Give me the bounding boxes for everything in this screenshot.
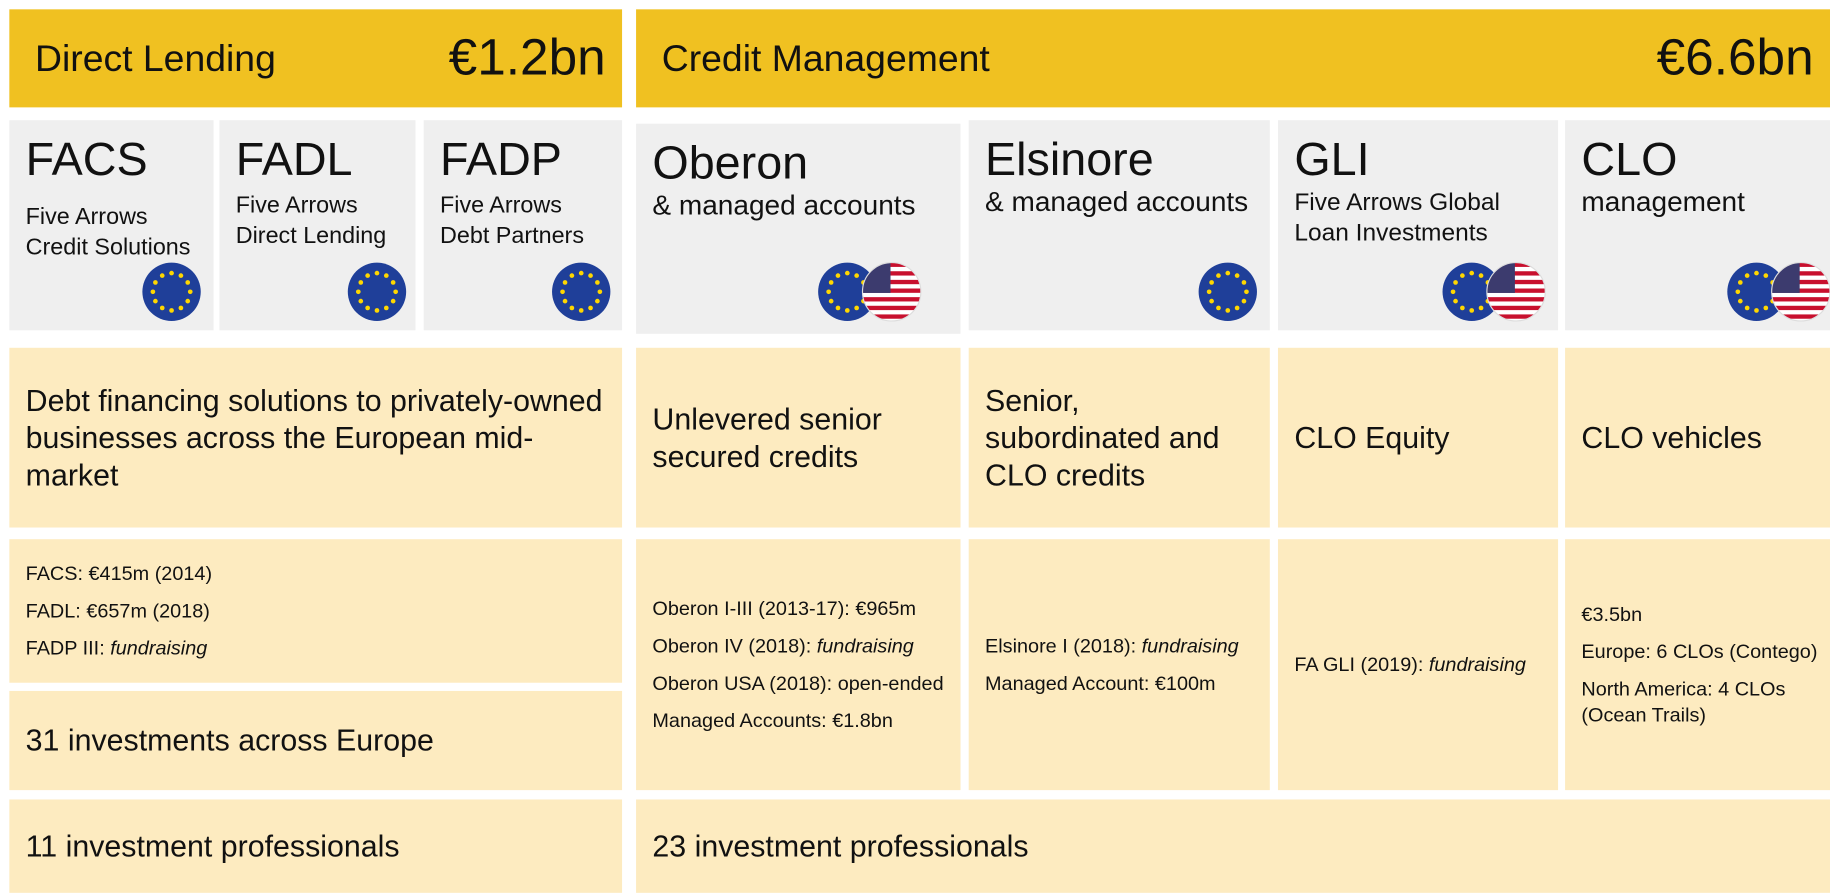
description-text: Debt financing solutions to privately-ow…	[25, 382, 603, 493]
section-header: Direct Lending €1.2bn	[9, 9, 623, 108]
section-title: Credit Management	[661, 36, 990, 79]
text: Oberon IV (2018):	[652, 634, 817, 657]
fund-card: FACS Five Arrows Credit Solutions	[9, 120, 214, 331]
description: Unlevered senior secured credits	[636, 347, 961, 528]
track-record-line: FADP III: fundraising	[26, 635, 606, 661]
name-line: Debt Partners	[439, 222, 585, 249]
fund-subtitle: management	[1581, 186, 1828, 221]
fund-code: CLO	[1581, 134, 1678, 186]
name-line: Five Arrows	[235, 192, 358, 219]
track-record-line: Managed Accounts: €1.8bn	[652, 708, 944, 734]
section-header: Credit Management €6.6bn	[636, 9, 1830, 108]
description: Senior, subordinated and CLO credits	[968, 347, 1270, 528]
track-record-line: €3.5bn	[1581, 602, 1828, 628]
fund-name: Five Arrows Debt Partners	[440, 190, 606, 251]
fund-name: Five Arrows Credit Solutions	[26, 202, 198, 263]
track-record-line: Managed Account: €100m	[985, 670, 1253, 696]
text: FADL: €657m (2018)	[25, 599, 210, 622]
subtitle-line: & managed accounts	[985, 186, 1249, 219]
description-text: Unlevered senior secured credits	[652, 401, 882, 474]
fund-code: FACS	[25, 134, 148, 186]
track-record-line: FACS: €415m (2014)	[26, 561, 606, 587]
emphasis: fundraising	[1428, 652, 1526, 676]
text: Managed Account: €100m	[985, 671, 1216, 694]
fund-code: Oberon	[652, 137, 809, 190]
text: €3.5bn	[1581, 602, 1643, 625]
description: CLO Equity	[1277, 347, 1559, 528]
flag-icon	[90, 259, 253, 324]
description-text: Senior, subordinated and CLO credits	[985, 382, 1220, 493]
text: Oberon USA (2018): open-ended	[652, 671, 944, 694]
fund-code: Elsinore	[985, 134, 1154, 186]
track-record-line: North America: 4 CLOs (Ocean Trails)	[1581, 676, 1828, 727]
name-line: Five Arrows	[439, 192, 562, 219]
investments-text: 31 investments across Europe	[25, 722, 434, 758]
emphasis: fundraising	[110, 636, 208, 659]
flag-icon	[1412, 259, 1575, 324]
subtitle-line: Five Arrows Global	[1294, 189, 1500, 216]
flag-icon	[788, 259, 951, 324]
track-record-line: Elsinore I (2018): fundraising	[985, 633, 1253, 659]
track-record: FA GLI (2019): fundraising	[1277, 539, 1559, 791]
track-record-line: Europe: 6 CLOs (Contego)	[1581, 639, 1828, 665]
professionals: 23 investment professionals	[636, 799, 1830, 893]
description-text: CLO Equity	[1294, 420, 1450, 456]
track-record: Oberon I-III (2013-17): €965m Oberon IV (…	[636, 539, 961, 791]
text: Elsinore I (2018):	[985, 634, 1142, 657]
investments: 31 investments across Europe	[9, 690, 623, 791]
flag-icon	[295, 259, 458, 324]
fund-code: FADP	[439, 134, 562, 186]
text: Managed Accounts: €1.8bn	[652, 709, 893, 732]
professionals: 11 investment professionals	[9, 799, 623, 893]
flag-icon	[1146, 259, 1309, 324]
professionals-text: 11 investment professionals	[25, 828, 400, 864]
fund-code: GLI	[1294, 134, 1370, 186]
name-line: Credit Solutions	[25, 234, 191, 261]
fund-subtitle: & managed accounts	[985, 186, 1253, 221]
section-amount: €1.2bn	[448, 29, 606, 87]
section-amount: €6.6bn	[1656, 29, 1814, 87]
text: FA GLI (2019):	[1294, 652, 1429, 676]
text: Oberon I-III (2013-17): €965m	[652, 596, 916, 620]
fund-subtitle: & managed accounts	[652, 189, 944, 224]
text: Europe: 6 CLOs (Contego)	[1581, 640, 1818, 663]
subtitle-line: management	[1581, 186, 1745, 219]
track-record-line: FA GLI (2019): fundraising	[1294, 652, 1541, 678]
fund-code: FADL	[235, 134, 353, 186]
track-record: €3.5bn Europe: 6 CLOs (Contego) North Amer…	[1565, 539, 1830, 791]
subtitle-line: Loan Investments	[1294, 219, 1488, 247]
text: FADP III:	[25, 636, 111, 659]
text: North America: 4 CLOs (Ocean Trails)	[1581, 677, 1786, 726]
fund-subtitle: Five Arrows Global Loan Investments	[1294, 188, 1541, 249]
description: Debt financing solutions to privately-ow…	[9, 347, 623, 528]
track-record-line: Oberon USA (2018): open-ended	[652, 670, 944, 696]
flag-icon	[1697, 259, 1830, 324]
track-record-line: Oberon IV (2018): fundraising	[652, 633, 944, 659]
track-record: Elsinore I (2018): fundraising Managed Ac…	[968, 539, 1270, 791]
name-line: Direct Lending	[235, 222, 387, 249]
track-record: FACS: €415m (2014) FADL: €657m (2018) FADP…	[9, 539, 623, 683]
fund-name: Five Arrows Direct Lending	[236, 190, 399, 251]
section-title: Direct Lending	[35, 36, 276, 79]
emphasis: fundraising	[1141, 634, 1239, 657]
name-line: Five Arrows	[25, 204, 148, 230]
professionals-text: 23 investment professionals	[652, 828, 1029, 864]
flag-icon	[500, 259, 663, 324]
emphasis: fundraising	[816, 634, 914, 657]
track-record-line: FADL: €657m (2018)	[26, 598, 606, 624]
fund-card: CLO management	[1565, 120, 1830, 331]
track-record-line: Oberon I-III (2013-17): €965m	[652, 596, 944, 622]
text: FACS: €415m (2014)	[25, 561, 213, 585]
description-text: CLO vehicles	[1581, 420, 1762, 456]
description: CLO vehicles	[1565, 347, 1830, 528]
subtitle-line: & managed accounts	[652, 190, 916, 222]
